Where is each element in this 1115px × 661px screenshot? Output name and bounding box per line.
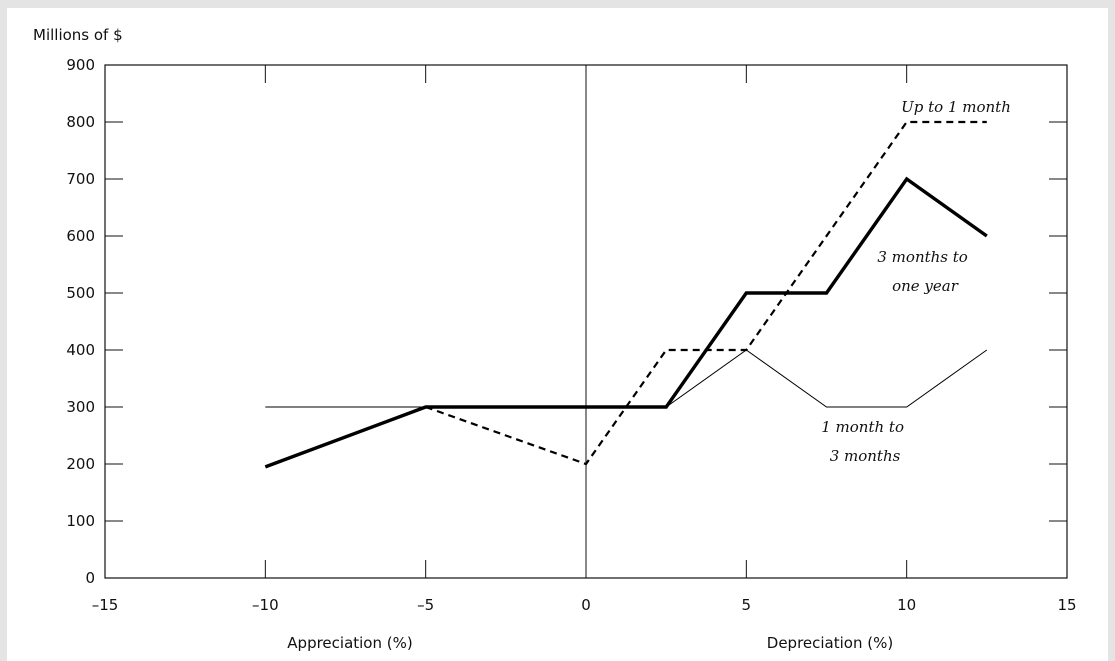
y-tick-label: 300	[66, 398, 95, 416]
y-tick-label: 0	[85, 569, 95, 587]
y-tick-label: 400	[66, 341, 95, 359]
series-label-3-months-to-one-year: 3 months to one year	[877, 248, 972, 295]
series-layer	[264, 120, 988, 469]
x-tick-label: 15	[1057, 596, 1076, 614]
series-label-1-month-to-3-months-line1: 1 month to	[821, 418, 904, 436]
x-tick-label: 10	[897, 596, 916, 614]
y-axis-title: Millions of $	[33, 26, 123, 44]
x-axis-title-appreciation: Appreciation (%)	[287, 634, 412, 652]
chart-frame: –15 –10 –5 0 5 10 15 0 100 200 300 400 500 600 700 800 9…	[7, 8, 1108, 661]
series-line-1-month-to-3-months	[265, 349, 988, 408]
series-line-3-months-to-one-year	[264, 176, 988, 469]
ticks-layer: –15 –10 –5 0 5 10 15 0 100 200 300 400 500 600 700 800 9…	[66, 56, 1076, 614]
series-label-up-to-1-month: Up to 1 month	[901, 98, 1011, 116]
series-label-1-month-to-3-months: 1 month to 3 months	[821, 418, 909, 465]
series-label-3-months-to-one-year-line1: 3 months to	[877, 248, 967, 266]
y-tick-label: 800	[66, 113, 95, 131]
y-tick-label: 600	[66, 227, 95, 245]
series-label-3-months-to-one-year-line2: one year	[892, 277, 959, 295]
x-tick-label: –5	[417, 596, 434, 614]
x-tick-label: 0	[581, 596, 591, 614]
line-chart: –15 –10 –5 0 5 10 15 0 100 200 300 400 500 600 700 800 9…	[33, 26, 1077, 652]
y-tick-label: 500	[66, 284, 95, 302]
x-tick-label: 5	[742, 596, 752, 614]
x-tick-label: –10	[252, 596, 279, 614]
y-tick-label: 700	[66, 170, 95, 188]
x-axis-title-depreciation: Depreciation (%)	[767, 634, 893, 652]
axes-layer	[104, 64, 1068, 579]
y-tick-label: 100	[66, 512, 95, 530]
series-label-1-month-to-3-months-line2: 3 months	[830, 447, 901, 465]
x-tick-label: –15	[92, 596, 119, 614]
y-tick-label: 900	[66, 56, 95, 74]
y-tick-label: 200	[66, 455, 95, 473]
